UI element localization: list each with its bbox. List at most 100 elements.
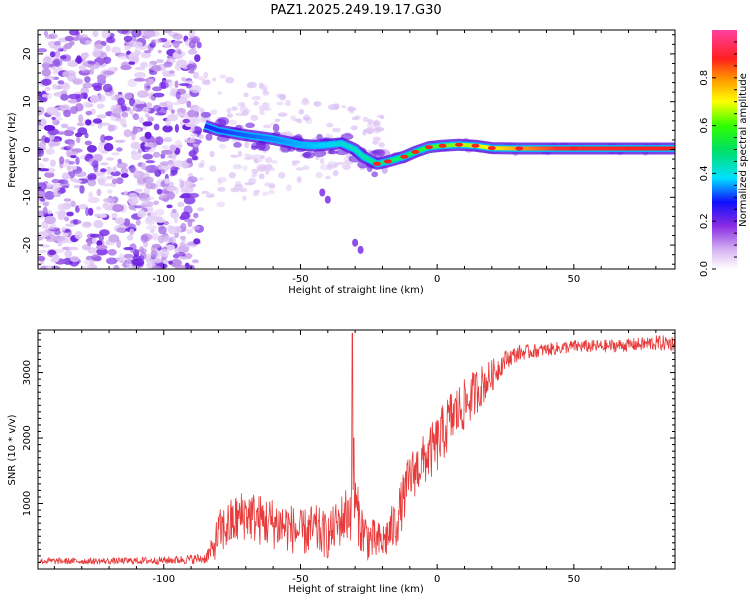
noise-blob xyxy=(110,96,117,101)
noise-blob xyxy=(38,262,42,268)
noise-blob xyxy=(181,93,191,99)
faint-blob xyxy=(326,164,334,171)
noise-blob xyxy=(73,219,78,225)
faint-blob xyxy=(262,90,270,96)
noise-blob xyxy=(158,81,169,89)
noise-blob xyxy=(69,256,80,263)
noise-blob xyxy=(81,221,92,229)
faint-blob xyxy=(257,166,266,172)
faint-blob xyxy=(259,109,265,116)
faint-blob xyxy=(242,165,248,171)
noise-blob xyxy=(127,196,139,206)
noise-blob xyxy=(187,109,197,118)
noise-blob xyxy=(41,94,47,98)
noise-blob xyxy=(172,152,176,161)
y-tick-label: -20 xyxy=(22,237,33,253)
x-tick-label: -50 xyxy=(292,574,308,585)
noise-blob xyxy=(117,158,122,164)
noise-blob xyxy=(54,50,61,57)
spectrogram-ylabel: Frequency (Hz) xyxy=(7,112,18,188)
faint-blob xyxy=(228,172,236,179)
noise-blob xyxy=(180,188,189,193)
noise-blob xyxy=(51,254,60,263)
faint-blob xyxy=(248,177,257,185)
noise-blob xyxy=(177,144,183,148)
faint-blob xyxy=(315,172,323,179)
faint-blob xyxy=(341,105,346,109)
noise-blob xyxy=(44,92,53,100)
noise-blob xyxy=(133,265,139,269)
noise-blob xyxy=(96,103,105,109)
noise-blob xyxy=(163,30,172,34)
ridge-halo xyxy=(316,133,323,141)
noise-blob xyxy=(53,187,58,197)
noise-blob xyxy=(85,110,93,116)
noise-blob xyxy=(154,208,165,216)
faint-blob xyxy=(247,81,257,89)
faint-blob xyxy=(196,207,205,212)
noise-blob xyxy=(112,204,124,213)
faint-blob xyxy=(265,164,273,169)
noise-blob xyxy=(59,104,71,110)
figure-title: PAZ1.2025.249.19.17.G30 xyxy=(270,3,441,18)
noise-blob xyxy=(157,235,165,244)
x-tick-label: 0 xyxy=(434,274,440,285)
noise-blob xyxy=(66,149,72,158)
noise-blob xyxy=(156,59,165,63)
faint-blob xyxy=(300,98,310,106)
faint-blob xyxy=(226,113,233,118)
faint-blob xyxy=(218,144,227,149)
faint-blob xyxy=(251,168,259,174)
noise-blob xyxy=(144,113,150,118)
noise-blob xyxy=(144,82,151,92)
noise-blob xyxy=(186,228,194,234)
noise-blob xyxy=(87,174,93,181)
noise-blob xyxy=(184,218,196,223)
faint-blob xyxy=(198,76,204,81)
faint-blob xyxy=(372,141,379,145)
noise-blob xyxy=(166,204,173,209)
noise-blob xyxy=(112,107,123,115)
noise-blob xyxy=(93,85,102,92)
noise-blob xyxy=(61,174,71,180)
noise-blob xyxy=(160,161,171,166)
noise-blob xyxy=(63,129,75,137)
noise-blob xyxy=(193,71,200,79)
noise-blob xyxy=(179,180,185,189)
noise-blob xyxy=(117,30,129,34)
noise-blob xyxy=(163,42,170,48)
faint-blob xyxy=(219,74,227,79)
faint-blob xyxy=(239,106,248,113)
noise-blob xyxy=(166,186,177,192)
noise-blob xyxy=(159,102,168,107)
noise-blob xyxy=(179,195,189,199)
ridge-halo xyxy=(233,142,242,148)
side-blob xyxy=(352,238,359,247)
noise-blob xyxy=(146,253,151,260)
noise-blob xyxy=(137,90,149,98)
colorbar-tick-label: 0.8 xyxy=(699,70,710,86)
noise-blob xyxy=(153,123,160,131)
noise-blob xyxy=(123,129,132,138)
faint-blob xyxy=(258,82,264,89)
faint-blob xyxy=(278,171,286,179)
noise-blob xyxy=(142,176,154,184)
ridge-hotspot xyxy=(400,154,409,159)
faint-blob xyxy=(349,110,355,114)
noise-blob xyxy=(174,48,182,55)
noise-blob xyxy=(142,146,152,150)
noise-blob xyxy=(92,237,97,244)
noise-blob xyxy=(137,162,146,168)
noise-blob xyxy=(96,114,107,119)
noise-blob xyxy=(119,253,125,261)
noise-blob xyxy=(147,116,155,122)
noise-blob xyxy=(43,30,49,36)
noise-blob xyxy=(194,54,201,62)
noise-blob xyxy=(123,247,134,251)
faint-blob xyxy=(270,160,278,164)
noise-blob xyxy=(58,210,67,217)
noise-blob xyxy=(193,238,201,245)
noise-blob xyxy=(152,151,161,158)
noise-blob xyxy=(120,167,129,175)
noise-blob xyxy=(54,41,61,46)
